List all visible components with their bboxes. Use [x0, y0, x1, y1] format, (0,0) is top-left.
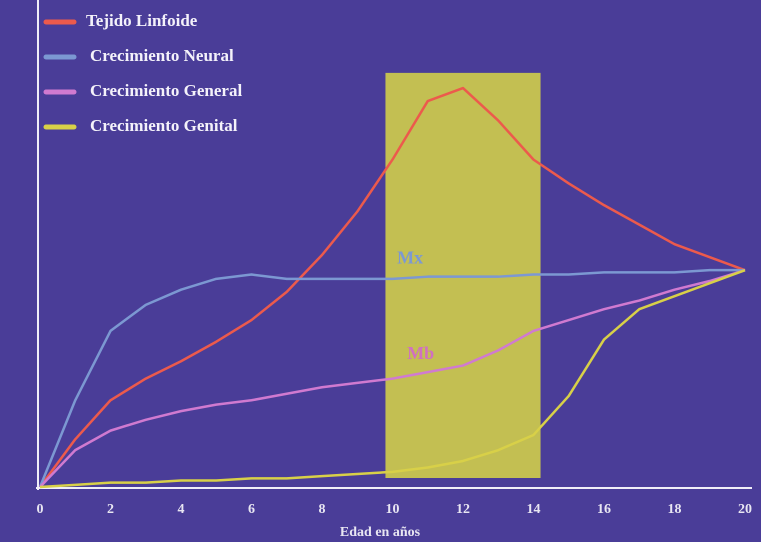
annotation: Mb [407, 343, 434, 363]
series-line [38, 268, 745, 488]
x-tick-label: 14 [527, 502, 541, 517]
x-tick-label: 4 [178, 502, 185, 517]
legend-label: Crecimiento General [90, 81, 242, 100]
x-tick-label: 10 [386, 502, 400, 517]
x-tick-label: 6 [248, 502, 255, 517]
x-tick-label: 0 [37, 502, 44, 517]
legend-label: Crecimiento Neural [90, 46, 234, 65]
x-tick-label: 8 [319, 502, 326, 517]
x-axis-label: Edad en años [340, 525, 421, 540]
series-line [39, 268, 746, 488]
x-tick-label: 18 [668, 502, 682, 517]
x-tick-label: 20 [738, 502, 752, 517]
annotation: Mx [397, 247, 423, 267]
x-tick-label: 2 [107, 502, 114, 517]
series-line [39, 269, 746, 489]
legend-label: Tejido Linfoide [86, 11, 198, 30]
legend-label: Crecimiento Genital [90, 116, 238, 135]
x-tick-label: 16 [597, 502, 611, 517]
series-line [38, 86, 746, 488]
x-tick-label: 12 [456, 502, 470, 517]
